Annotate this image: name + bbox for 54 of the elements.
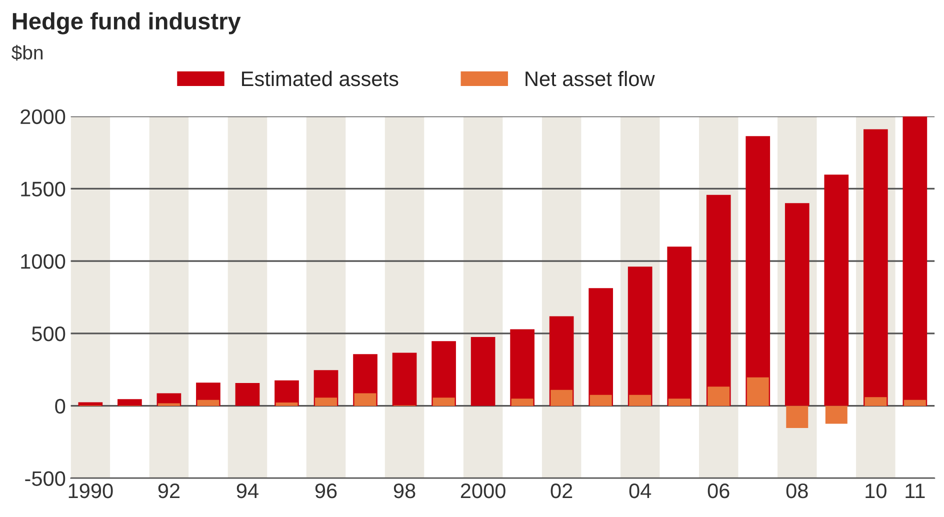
bar — [354, 393, 376, 406]
bar — [746, 377, 769, 406]
legend-label: Net asset flow — [526, 70, 655, 86]
bar — [158, 403, 180, 406]
bar — [902, 116, 928, 406]
x-tick-label: 10 — [866, 483, 886, 498]
bar — [197, 400, 220, 406]
bar — [118, 399, 142, 406]
bar — [315, 398, 337, 406]
x-tick-label: 94 — [236, 483, 258, 498]
bar — [784, 203, 810, 406]
bar — [511, 398, 534, 406]
bar — [668, 398, 690, 406]
bar — [667, 246, 692, 406]
bar — [708, 386, 730, 406]
bar — [904, 400, 926, 406]
bar — [628, 266, 652, 406]
x-tick-label: 2000 — [460, 483, 506, 498]
x-tick-label: 1990 — [68, 483, 113, 498]
bar — [392, 352, 417, 406]
x-tick-label: 92 — [158, 483, 180, 498]
chart-title: Hedge fund industry — [12, 12, 241, 34]
bar — [432, 398, 455, 406]
bar — [786, 406, 808, 428]
y-tick-label: 2000 — [20, 109, 66, 124]
x-tick-label: 06 — [708, 483, 730, 498]
legend-label: Estimated assets — [242, 70, 398, 86]
bar — [824, 174, 849, 406]
y-tick-label: -500 — [25, 471, 66, 486]
y-tick-label: 0 — [55, 398, 66, 414]
bar — [746, 136, 770, 406]
y-tick-label: 1000 — [21, 254, 66, 269]
bar — [588, 288, 614, 406]
bar — [864, 397, 887, 406]
bar — [590, 394, 612, 406]
bar — [863, 129, 888, 406]
bar — [470, 336, 496, 406]
bar — [235, 382, 260, 406]
x-tick-label: 04 — [629, 483, 652, 498]
bar — [629, 394, 652, 406]
bar — [825, 406, 848, 424]
bar — [510, 329, 534, 406]
bar — [550, 390, 573, 406]
bar — [276, 402, 298, 406]
bar — [78, 402, 103, 406]
x-tick-label: 11 — [906, 484, 925, 498]
x-tick-label: 96 — [315, 483, 337, 498]
x-tick-label: 02 — [550, 483, 572, 498]
x-tick-label: 98 — [394, 483, 416, 498]
bar — [706, 194, 731, 406]
x-tick-label: 08 — [786, 483, 808, 498]
y-tick-label: 500 — [32, 326, 66, 342]
y-tick-label: 1500 — [21, 182, 66, 196]
y-axis-title: $bn — [12, 44, 43, 61]
